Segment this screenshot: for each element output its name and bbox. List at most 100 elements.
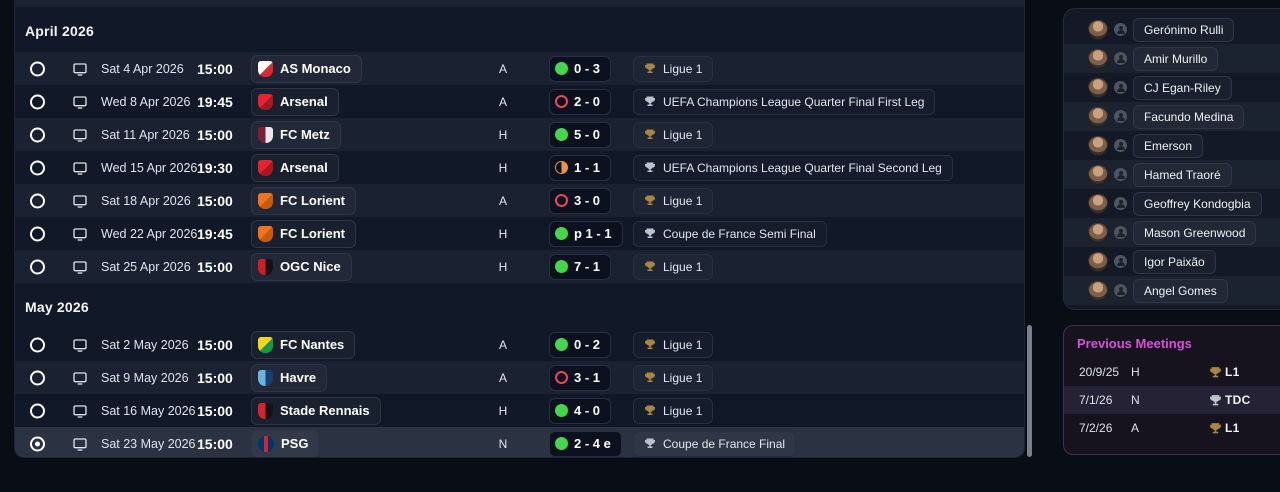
venue-indicator: A: [498, 193, 507, 208]
player-name-chip[interactable]: Hamed Traoré: [1133, 162, 1232, 187]
competition-chip[interactable]: Ligue 1: [633, 187, 714, 214]
fixture-select-radio[interactable]: [30, 127, 45, 142]
previous-meeting-row[interactable]: 7/2/26 A L1: [1064, 414, 1280, 442]
fixture-select-radio[interactable]: [30, 370, 45, 385]
previous-meeting-row[interactable]: 20/9/25 H L1: [1064, 358, 1280, 386]
player-name-chip[interactable]: Emerson: [1133, 133, 1204, 158]
result-chip[interactable]: 5 - 0: [549, 121, 612, 148]
opponent-chip[interactable]: FC Metz: [251, 120, 341, 149]
fixture-select-radio[interactable]: [30, 160, 45, 175]
competition-chip[interactable]: Ligue 1: [633, 55, 714, 82]
player-name-chip[interactable]: Mason Greenwood: [1133, 220, 1257, 245]
competition-chip[interactable]: Ligue 1: [633, 331, 714, 358]
fixture-select-radio[interactable]: [30, 259, 45, 274]
tv-broadcast-icon: [72, 337, 88, 353]
player-name-chip[interactable]: Gerónimo Rulli: [1133, 17, 1235, 42]
opponent-name: OGC Nice: [280, 259, 341, 274]
player-row[interactable]: Hamed Traoré: [1064, 160, 1280, 189]
fixture-row[interactable]: Wed 8 Apr 2026 19:45 Arsenal A 2 - 0 UEF…: [15, 85, 1024, 118]
result-chip[interactable]: 0 - 3: [549, 55, 612, 82]
tv-broadcast-icon: [72, 403, 88, 419]
opponent-chip[interactable]: Arsenal: [251, 153, 339, 182]
venue-indicator: A: [498, 94, 507, 109]
result-chip[interactable]: 3 - 0: [549, 187, 612, 214]
player-name: Gerónimo Rulli: [1144, 22, 1224, 37]
player-name-chip[interactable]: Amir Murillo: [1133, 46, 1219, 71]
fixture-row[interactable]: Wed 15 Apr 2026 19:30 Arsenal H 1 - 1 UE…: [15, 151, 1024, 184]
competition-chip[interactable]: Ligue 1: [633, 364, 714, 391]
fixture-row[interactable]: Sat 2 May 2026 15:00 FC Nantes A 0 - 2 L…: [15, 328, 1024, 361]
opponent-chip[interactable]: PSG: [251, 429, 320, 457]
player-name-chip[interactable]: Igor Paixão: [1133, 249, 1216, 274]
fixture-select-radio[interactable]: [30, 436, 45, 451]
competition-chip[interactable]: Coupe de France Final: [633, 430, 797, 457]
opponent-chip[interactable]: Arsenal: [251, 87, 339, 116]
result-chip[interactable]: 7 - 1: [549, 253, 612, 280]
player-name-chip[interactable]: Geoffrey Kondogbia: [1133, 191, 1262, 216]
fixture-select-radio[interactable]: [30, 337, 45, 352]
fixture-row[interactable]: Sat 18 Apr 2026 15:00 FC Lorient A 3 - 0…: [15, 184, 1024, 217]
competition-chip[interactable]: Ligue 1: [633, 397, 714, 424]
opponent-chip[interactable]: FC Nantes: [251, 330, 356, 359]
scrollbar-thumb[interactable]: [1027, 325, 1032, 457]
fixture-date: Sat 25 Apr 2026: [101, 259, 191, 274]
fixture-select-radio[interactable]: [30, 193, 45, 208]
competition-name: Coupe de France Semi Final: [663, 226, 816, 241]
result-chip[interactable]: 4 - 0: [549, 397, 612, 424]
player-row[interactable]: Angel Gomes: [1064, 276, 1280, 305]
fixture-time: 19:45: [197, 93, 233, 110]
player-name-chip[interactable]: Angel Gomes: [1133, 278, 1228, 303]
fixture-row[interactable]: Sat 9 May 2026 15:00 Havre A 3 - 1 Ligue…: [15, 361, 1024, 394]
result-chip[interactable]: 2 - 4 e: [549, 430, 622, 457]
opponent-chip[interactable]: AS Monaco: [251, 54, 362, 83]
result-chip[interactable]: 0 - 2: [549, 331, 612, 358]
fixture-row[interactable]: Sat 11 Apr 2026 15:00 FC Metz H 5 - 0 Li…: [15, 118, 1024, 151]
competition-name: Ligue 1: [663, 337, 703, 352]
fixture-select-radio[interactable]: [30, 94, 45, 109]
opponent-chip[interactable]: Havre: [251, 363, 328, 392]
venue-indicator: N: [498, 436, 508, 451]
player-row[interactable]: Emerson: [1064, 131, 1280, 160]
result-chip[interactable]: 2 - 0: [549, 88, 612, 115]
player-row[interactable]: CJ Egan-Riley: [1064, 73, 1280, 102]
opponent-chip[interactable]: OGC Nice: [251, 252, 352, 281]
player-row[interactable]: Facundo Medina: [1064, 102, 1280, 131]
player-avatar: [1088, 135, 1108, 156]
opponent-chip[interactable]: Stade Rennais: [251, 396, 381, 425]
previous-meeting-row[interactable]: 7/1/26 N TDC: [1064, 386, 1280, 414]
venue-indicator: A: [498, 337, 507, 352]
player-row[interactable]: Amir Murillo: [1064, 44, 1280, 73]
result-chip[interactable]: p 1 - 1: [549, 220, 623, 247]
player-row[interactable]: Igor Paixão: [1064, 247, 1280, 276]
competition-chip[interactable]: UEFA Champions League Quarter Final Firs…: [633, 88, 936, 115]
opponent-name: Arsenal: [280, 160, 328, 175]
opponent-name: Arsenal: [280, 94, 328, 109]
competition-name: Coupe de France Final: [663, 436, 786, 451]
result-chip[interactable]: 1 - 1: [549, 154, 612, 181]
trophy-icon: [644, 260, 656, 273]
fixture-select-radio[interactable]: [30, 226, 45, 241]
fixture-select-radio[interactable]: [30, 61, 45, 76]
fixture-row[interactable]: Sat 25 Apr 2026 15:00 OGC Nice H 7 - 1 L…: [15, 250, 1024, 283]
player-row[interactable]: Mason Greenwood: [1064, 218, 1280, 247]
player-row[interactable]: Geoffrey Kondogbia: [1064, 189, 1280, 218]
competition-chip[interactable]: Coupe de France Semi Final: [633, 220, 827, 247]
player-profile-icon: [1114, 284, 1127, 297]
competition-chip[interactable]: Ligue 1: [633, 121, 714, 148]
fixture-row[interactable]: Sat 23 May 2026 15:00 PSG N 2 - 4 e Coup…: [15, 427, 1024, 457]
competition-chip[interactable]: UEFA Champions League Quarter Final Seco…: [633, 154, 953, 181]
player-name-chip[interactable]: Facundo Medina: [1133, 104, 1245, 129]
fixture-time: 15:00: [197, 402, 233, 419]
player-name-chip[interactable]: CJ Egan-Riley: [1133, 75, 1232, 100]
opponent-chip[interactable]: FC Lorient: [251, 186, 356, 215]
opponent-chip[interactable]: FC Lorient: [251, 219, 356, 248]
fixture-select-radio[interactable]: [30, 403, 45, 418]
fixture-row[interactable]: Sat 4 Apr 2026 15:00 AS Monaco A 0 - 3 L…: [15, 52, 1024, 85]
player-row[interactable]: Gerónimo Rulli: [1064, 15, 1280, 44]
fixture-row[interactable]: Sat 16 May 2026 15:00 Stade Rennais H 4 …: [15, 394, 1024, 427]
competition-chip[interactable]: Ligue 1: [633, 253, 714, 280]
fixture-row[interactable]: Wed 22 Apr 2026 19:45 FC Lorient H p 1 -…: [15, 217, 1024, 250]
result-indicator-icon: [555, 128, 568, 141]
result-indicator-icon: [555, 194, 568, 207]
result-chip[interactable]: 3 - 1: [549, 364, 612, 391]
